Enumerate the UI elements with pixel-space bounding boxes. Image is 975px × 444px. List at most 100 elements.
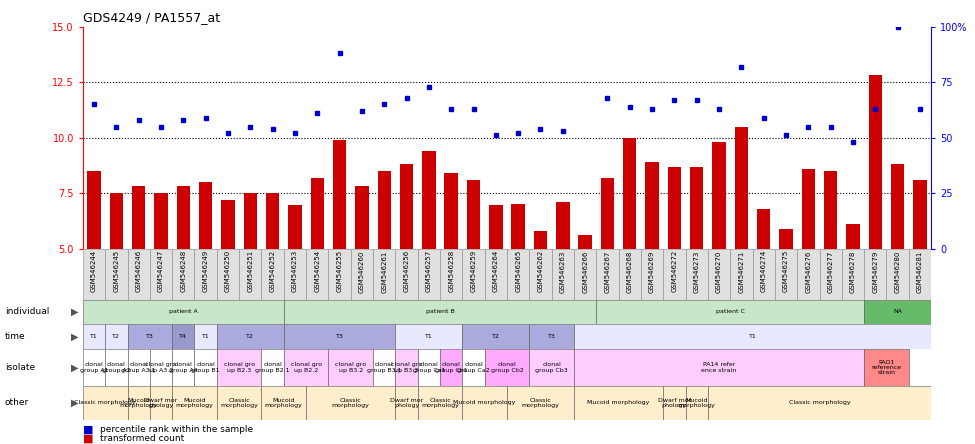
Text: NA: NA [893, 309, 902, 314]
Bar [507, 249, 529, 300]
Text: ■: ■ [83, 434, 94, 444]
Bar [261, 349, 284, 386]
Bar [194, 324, 216, 349]
Bar [779, 229, 793, 249]
Bar [128, 386, 150, 420]
Text: clonal gro
up B3.3: clonal gro up B3.3 [391, 362, 422, 373]
Bar [869, 75, 882, 249]
Bar [329, 349, 373, 386]
Text: GSM546261: GSM546261 [381, 250, 387, 293]
Text: T3: T3 [548, 334, 556, 339]
Bar [150, 249, 173, 300]
Bar [128, 324, 173, 349]
Bar [775, 249, 798, 300]
Bar [83, 324, 105, 349]
Bar [507, 386, 574, 420]
Bar [668, 166, 682, 249]
Text: clonal
group B2.1: clonal group B2.1 [255, 362, 290, 373]
Text: patient C: patient C [716, 309, 745, 314]
Text: clonal gro
up A3.2: clonal gro up A3.2 [145, 362, 176, 373]
Text: GSM546271: GSM546271 [738, 250, 744, 293]
Text: GSM546277: GSM546277 [828, 250, 834, 293]
Text: GSM546272: GSM546272 [672, 250, 678, 293]
Bar [529, 249, 552, 300]
Bar [757, 209, 770, 249]
Text: GSM546247: GSM546247 [158, 250, 164, 293]
Bar [154, 193, 168, 249]
Text: GSM546259: GSM546259 [471, 250, 477, 293]
Bar [467, 180, 481, 249]
Text: Classic morphology: Classic morphology [789, 400, 850, 405]
Bar [864, 349, 909, 386]
Bar [597, 249, 618, 300]
Bar [690, 166, 703, 249]
Bar [306, 386, 396, 420]
Text: Mucoid
morphology: Mucoid morphology [678, 398, 716, 408]
Bar [618, 249, 641, 300]
Text: T3: T3 [146, 334, 154, 339]
Text: patient A: patient A [169, 309, 198, 314]
Text: Mucoid morphology: Mucoid morphology [453, 400, 516, 405]
Bar [173, 249, 194, 300]
Text: clonal
group A3.1: clonal group A3.1 [122, 362, 156, 373]
Bar [489, 206, 502, 249]
Text: GSM546268: GSM546268 [627, 250, 633, 293]
Text: Classic
morphology: Classic morphology [332, 398, 370, 408]
Text: GSM546273: GSM546273 [694, 250, 700, 293]
Text: T1: T1 [202, 334, 210, 339]
Text: T1: T1 [749, 334, 757, 339]
Text: GSM546263: GSM546263 [560, 250, 566, 293]
Bar [663, 249, 685, 300]
Bar [311, 178, 324, 249]
Text: GSM546246: GSM546246 [136, 250, 141, 293]
Text: GDS4249 / PA1557_at: GDS4249 / PA1557_at [83, 11, 220, 24]
Bar [798, 249, 820, 300]
Bar [820, 249, 841, 300]
Bar [239, 249, 261, 300]
Bar [440, 249, 462, 300]
Text: clonal
group Ca2: clonal group Ca2 [457, 362, 489, 373]
Bar [216, 249, 239, 300]
Bar [373, 249, 396, 300]
Text: GSM546256: GSM546256 [404, 250, 410, 293]
Bar [128, 349, 150, 386]
Bar [417, 386, 462, 420]
Bar [708, 249, 730, 300]
Bar [824, 171, 838, 249]
Bar [574, 349, 864, 386]
Bar [105, 324, 128, 349]
Text: GSM546257: GSM546257 [426, 250, 432, 293]
Bar [173, 386, 216, 420]
Bar [462, 249, 485, 300]
Text: T3: T3 [335, 334, 343, 339]
Bar [485, 249, 507, 300]
Bar [128, 249, 150, 300]
Bar [355, 186, 369, 249]
Bar [105, 349, 128, 386]
Text: ▶: ▶ [70, 331, 78, 341]
Bar [512, 204, 525, 249]
Bar [199, 182, 213, 249]
Bar [396, 349, 417, 386]
Text: T2: T2 [112, 334, 120, 339]
Bar [173, 324, 194, 349]
Bar [597, 300, 864, 324]
Bar [216, 386, 261, 420]
Bar [801, 169, 815, 249]
Bar [886, 249, 909, 300]
Bar [730, 249, 753, 300]
Bar [396, 386, 417, 420]
Bar [284, 349, 329, 386]
Bar [109, 193, 123, 249]
Bar [289, 206, 301, 249]
Bar [176, 186, 190, 249]
Text: clonal gro
up B2.3: clonal gro up B2.3 [223, 362, 254, 373]
Bar [462, 349, 485, 386]
Text: ■: ■ [83, 425, 94, 435]
Text: T2: T2 [492, 334, 500, 339]
Text: GSM546253: GSM546253 [292, 250, 298, 293]
Bar [574, 324, 931, 349]
Text: transformed count: transformed count [100, 434, 184, 443]
Bar [417, 349, 440, 386]
Text: Mucoid
morphology: Mucoid morphology [120, 398, 158, 408]
